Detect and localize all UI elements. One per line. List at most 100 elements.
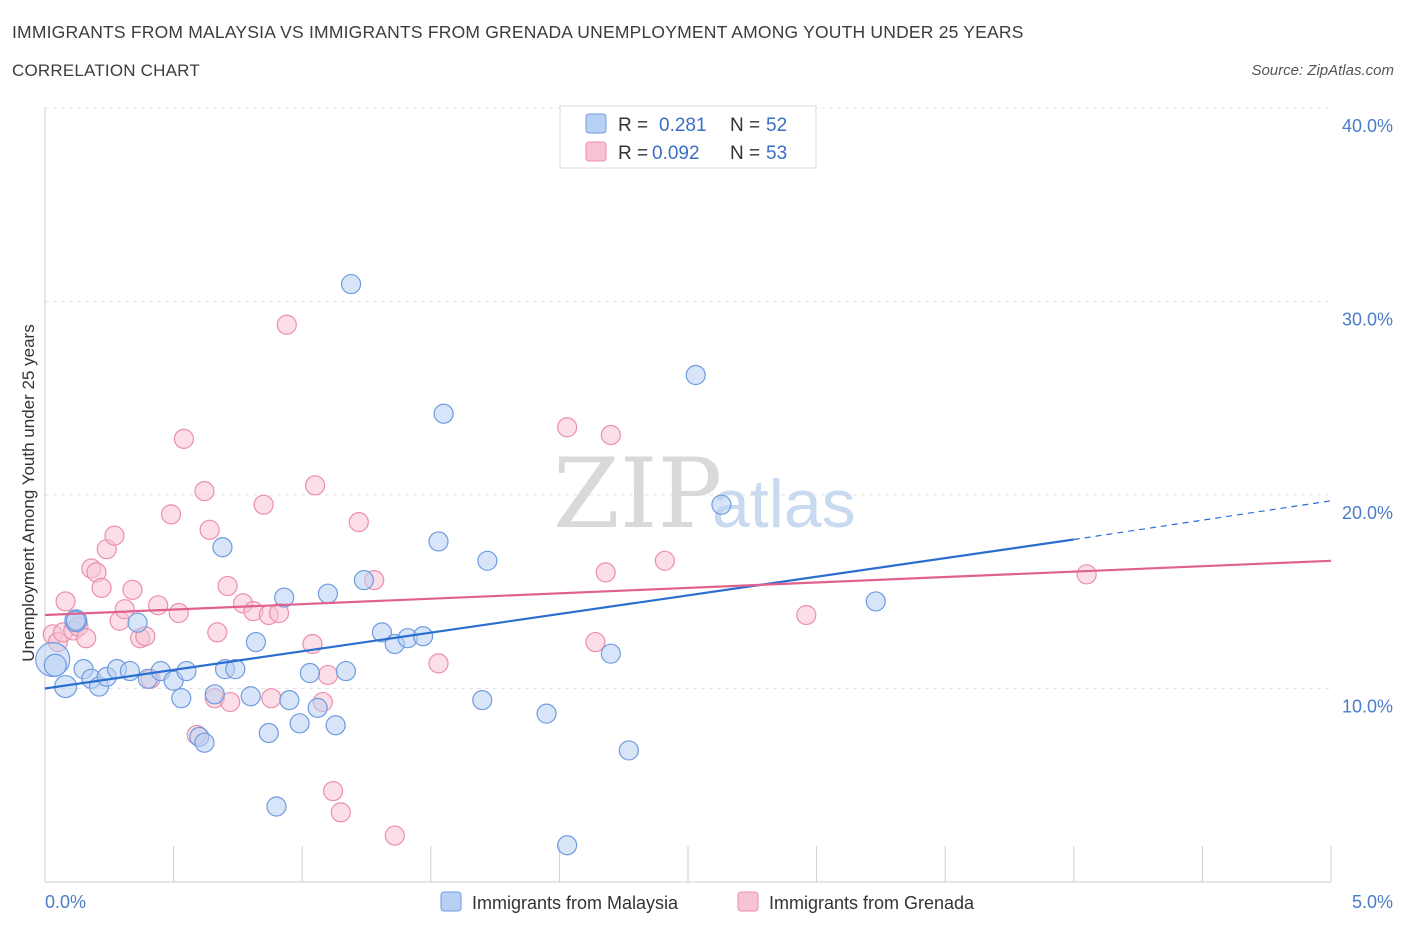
trend-lines (44, 500, 1332, 690)
stat-r-value-grenada: 0.092 (652, 143, 700, 164)
x-ticks (173, 846, 1332, 882)
malaysia-point-42 (472, 690, 493, 711)
stats-box: R = 0.281 N = 52 R = 0.092 N = 53 (559, 105, 817, 169)
malaysia-point-30 (307, 697, 328, 718)
y-tick-label-10: 10.0% (1342, 697, 1393, 717)
malaysia-trend-extension (1073, 500, 1332, 541)
grenada-point-46 (557, 417, 578, 438)
grenada-trend-line (44, 559, 1332, 617)
malaysia-points (35, 273, 886, 856)
grenada-point-3 (55, 591, 76, 612)
malaysia-point-41 (433, 403, 454, 424)
grenada-point-31 (253, 494, 274, 515)
grenada-point-9 (91, 577, 112, 598)
grenada-point-37 (304, 475, 326, 496)
malaysia-point-25 (266, 796, 287, 817)
malaysia-point-17 (194, 732, 215, 753)
malaysia-point-33 (335, 660, 357, 682)
malaysia-point-10 (127, 612, 148, 633)
grenada-point-26 (207, 622, 228, 643)
grenada-point-42 (348, 511, 369, 533)
malaysia-point-48 (685, 364, 706, 386)
grenada-point-50 (654, 550, 675, 571)
malaysia-point-21 (212, 537, 233, 558)
stat-n-value-grenada: 53 (766, 143, 787, 164)
grenada-point-27 (217, 575, 238, 597)
malaysia-point-49 (711, 494, 732, 515)
grenada-point-33 (261, 688, 282, 709)
grenada-point-21 (173, 428, 194, 449)
malaysia-point-18 (204, 684, 225, 705)
malaysia-point-23 (245, 631, 267, 653)
stats-swatch-grenada (585, 141, 607, 162)
grenada-point-20 (168, 602, 189, 624)
stat-r-label-grenada: R = (618, 143, 648, 164)
grenada-point-41 (330, 802, 351, 823)
malaysia-point-51 (65, 610, 86, 631)
stats-swatch-malaysia (585, 113, 607, 134)
y-tick-label-20: 20.0% (1342, 503, 1393, 523)
grenada-point-18 (148, 595, 169, 616)
malaysia-point-15 (176, 660, 197, 682)
malaysia-point-24 (258, 722, 279, 744)
grenada-point-11 (104, 525, 125, 546)
chart-title: IMMIGRANTS FROM MALAYSIA VS IMMIGRANTS F… (12, 22, 1024, 42)
grenada-point-6 (76, 628, 97, 649)
grenada-point-13 (114, 599, 135, 620)
watermark: ZIP atlas (553, 438, 856, 550)
malaysia-point-35 (353, 570, 375, 591)
stat-r-value-malaysia: 0.281 (659, 115, 707, 136)
watermark-atlas: atlas (712, 466, 856, 542)
malaysia-point-22 (240, 686, 261, 707)
stat-r-label-malaysia: R = (618, 115, 648, 136)
legend-swatch-malaysia (440, 891, 462, 912)
malaysia-point-27 (279, 690, 300, 711)
malaysia-point-50 (865, 591, 886, 612)
malaysia-point-32 (325, 715, 346, 736)
grenada-point-23 (194, 481, 215, 502)
malaysia-point-26 (274, 587, 295, 608)
malaysia-point-28 (289, 713, 310, 734)
legend-swatch-grenada (737, 891, 759, 912)
grenada-point-47 (585, 631, 606, 653)
malaysia-point-34 (340, 273, 362, 295)
x-tick-label-min: 0.0% (45, 892, 86, 912)
stat-n-label-grenada: N = (730, 143, 760, 164)
grenada-points (42, 314, 1097, 846)
malaysia-trend-line (44, 538, 1074, 690)
y-tick-labels: 10.0% 20.0% 30.0% 40.0% (1342, 116, 1393, 717)
malaysia-point-39 (412, 626, 434, 647)
malaysia-point-47 (618, 740, 639, 761)
malaysia-point-43 (477, 550, 498, 571)
malaysia-point-1 (43, 653, 67, 677)
grenada-point-49 (600, 424, 621, 446)
legend-label-malaysia: Immigrants from Malaysia (472, 893, 679, 913)
malaysia-point-14 (171, 688, 192, 709)
legend: Immigrants from Malaysia Immigrants from… (440, 891, 975, 913)
stat-n-value-malaysia: 52 (766, 115, 787, 136)
malaysia-point-36 (371, 622, 393, 643)
grenada-point-44 (384, 825, 405, 846)
malaysia-point-46 (600, 643, 621, 664)
grenada-point-45 (428, 653, 449, 674)
malaysia-point-45 (557, 835, 578, 856)
malaysia-point-31 (317, 583, 339, 604)
malaysia-point-20 (225, 659, 246, 680)
grenada-point-35 (276, 314, 297, 335)
watermark-zip: ZIP (553, 438, 722, 550)
chart-subtitle: CORRELATION CHART (12, 61, 200, 80)
stat-n-label-malaysia: N = (730, 115, 760, 136)
malaysia-point-44 (536, 703, 557, 724)
source-credit: Source: ZipAtlas.com (1251, 62, 1394, 79)
grenada-point-24 (199, 519, 220, 540)
grenada-point-51 (796, 604, 817, 626)
y-tick-label-30: 30.0% (1342, 310, 1393, 330)
grenada-point-52 (1076, 564, 1097, 585)
y-tick-label-40: 40.0% (1342, 116, 1393, 136)
grenada-point-40 (322, 780, 344, 802)
malaysia-point-29 (299, 662, 321, 684)
legend-label-grenada: Immigrants from Grenada (769, 893, 975, 913)
grenada-point-19 (160, 504, 182, 525)
grenada-point-14 (122, 579, 143, 600)
